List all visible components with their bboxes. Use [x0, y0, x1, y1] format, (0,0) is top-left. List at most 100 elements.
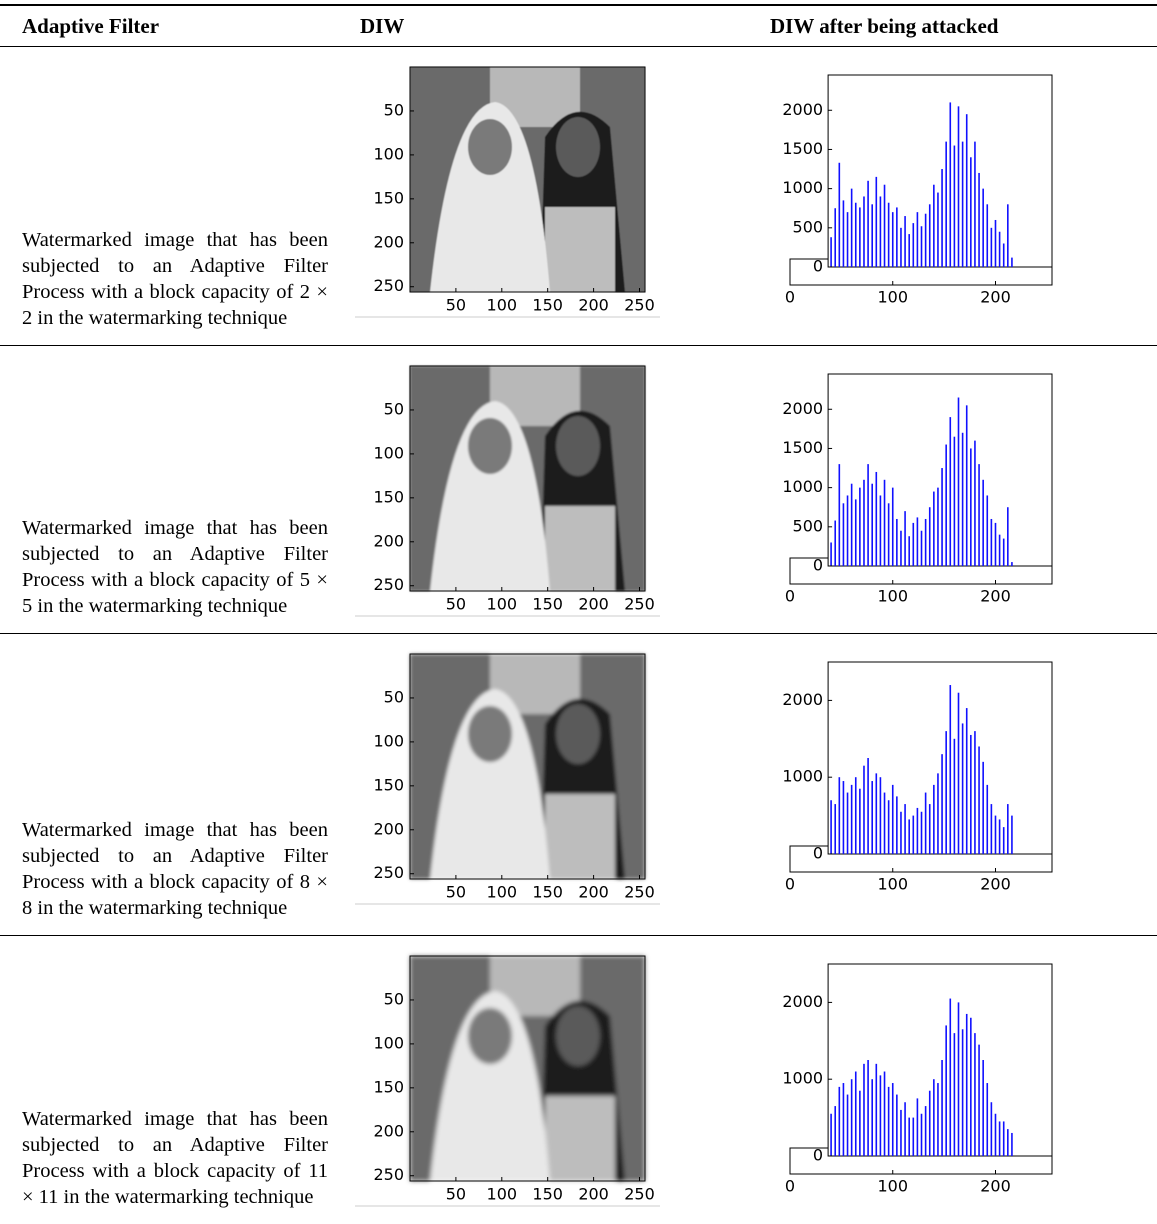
bar	[1002, 243, 1005, 267]
bar	[838, 777, 841, 854]
histogram: 0 500 1000 1500 2000 0 100 200	[782, 373, 1053, 606]
x-tick-label: 100	[487, 595, 518, 614]
bar	[838, 464, 841, 566]
bar	[908, 819, 910, 854]
bar	[863, 765, 865, 854]
bar	[974, 1033, 976, 1156]
y-tick-label: 0	[813, 257, 823, 276]
photo	[410, 67, 645, 292]
bar	[986, 204, 989, 267]
histogram: 0 500 1000 1500 2000 0 100 200	[782, 74, 1053, 307]
bar	[850, 188, 853, 267]
bar	[986, 784, 989, 854]
bar	[998, 231, 1001, 267]
bar	[867, 758, 869, 854]
person-right-face	[556, 117, 600, 177]
y-tick-label: 250	[373, 575, 404, 594]
bar	[834, 804, 837, 854]
plot-box	[827, 373, 1053, 567]
bar	[949, 102, 952, 267]
person-right-shirt	[545, 794, 615, 879]
bar	[990, 518, 993, 566]
x-tick-label: 200	[578, 595, 609, 614]
bar	[1011, 562, 1013, 566]
photo	[410, 366, 645, 591]
bar	[887, 1086, 890, 1156]
bar	[850, 1079, 853, 1156]
bar	[953, 145, 956, 267]
bar	[937, 192, 939, 267]
y-tick-label: 50	[384, 399, 404, 418]
bar	[1007, 1129, 1009, 1156]
bar	[854, 499, 857, 566]
y-tick-label: 200	[373, 819, 404, 838]
bar	[957, 397, 960, 566]
bar	[834, 1106, 837, 1156]
row-rule	[0, 935, 1157, 936]
y-tick-label: 0	[813, 844, 823, 863]
bar	[998, 1121, 1001, 1156]
bar	[937, 773, 939, 854]
bar	[970, 448, 972, 566]
bar	[924, 792, 927, 854]
x-tick-label: 200	[578, 1185, 609, 1204]
bar	[933, 1079, 935, 1156]
header-cell: Adaptive Filter	[22, 14, 160, 38]
bar	[920, 1113, 923, 1156]
bar	[945, 141, 947, 267]
bar	[961, 1029, 964, 1156]
bar	[916, 517, 919, 566]
bar	[830, 1113, 832, 1156]
bar	[945, 1025, 947, 1156]
image-plot: 50 100 150 200 250 50 100 150 200 250	[355, 653, 660, 905]
bar	[863, 1063, 865, 1156]
bar	[1007, 507, 1009, 566]
x-tick-label: 50	[446, 883, 466, 902]
person-left-hijab	[430, 991, 550, 1181]
y-tick-label: 1500	[782, 139, 823, 158]
bar	[854, 202, 857, 267]
bar	[933, 184, 935, 267]
bar	[900, 530, 902, 566]
plot-box	[827, 74, 1053, 268]
bar	[912, 223, 915, 267]
y-tick-label: 100	[373, 144, 404, 163]
bar	[846, 792, 849, 854]
y-tick-label: 200	[373, 232, 404, 251]
bar	[883, 792, 886, 854]
x-tick-label: 200	[980, 288, 1011, 307]
x-tick-label: 0	[785, 587, 795, 606]
bar	[859, 788, 861, 854]
bar	[904, 804, 906, 854]
x-tick-label: 150	[532, 296, 563, 315]
person-left-hijab	[430, 102, 550, 292]
bar	[871, 781, 873, 854]
bar	[900, 1109, 902, 1156]
bar	[970, 1017, 972, 1156]
bar	[933, 784, 935, 854]
bar	[928, 804, 931, 854]
bar	[834, 208, 837, 267]
bar	[854, 777, 857, 854]
photo	[410, 654, 645, 879]
y-tick-label: 50	[384, 989, 404, 1008]
row-description: Watermarked image that has been subjecte…	[22, 1108, 328, 1208]
y-tick-label: 1500	[782, 438, 823, 457]
bar	[920, 530, 923, 566]
x-tick-label: 200	[980, 587, 1011, 606]
bar	[978, 1044, 980, 1156]
bar	[920, 226, 923, 267]
bar	[904, 1102, 906, 1156]
plot-box	[827, 661, 1053, 855]
bar	[896, 1094, 898, 1156]
bar	[842, 1083, 845, 1156]
bar	[875, 1063, 878, 1156]
bar	[974, 141, 976, 267]
bar	[941, 468, 943, 566]
x-tick-label: 250	[624, 595, 655, 614]
bar	[916, 1098, 919, 1156]
bar	[978, 172, 980, 267]
histogram: 0 1000 2000 0 100 200	[782, 963, 1053, 1196]
histogram: 0 1000 2000 0 100 200	[782, 661, 1053, 894]
bar	[970, 157, 972, 267]
